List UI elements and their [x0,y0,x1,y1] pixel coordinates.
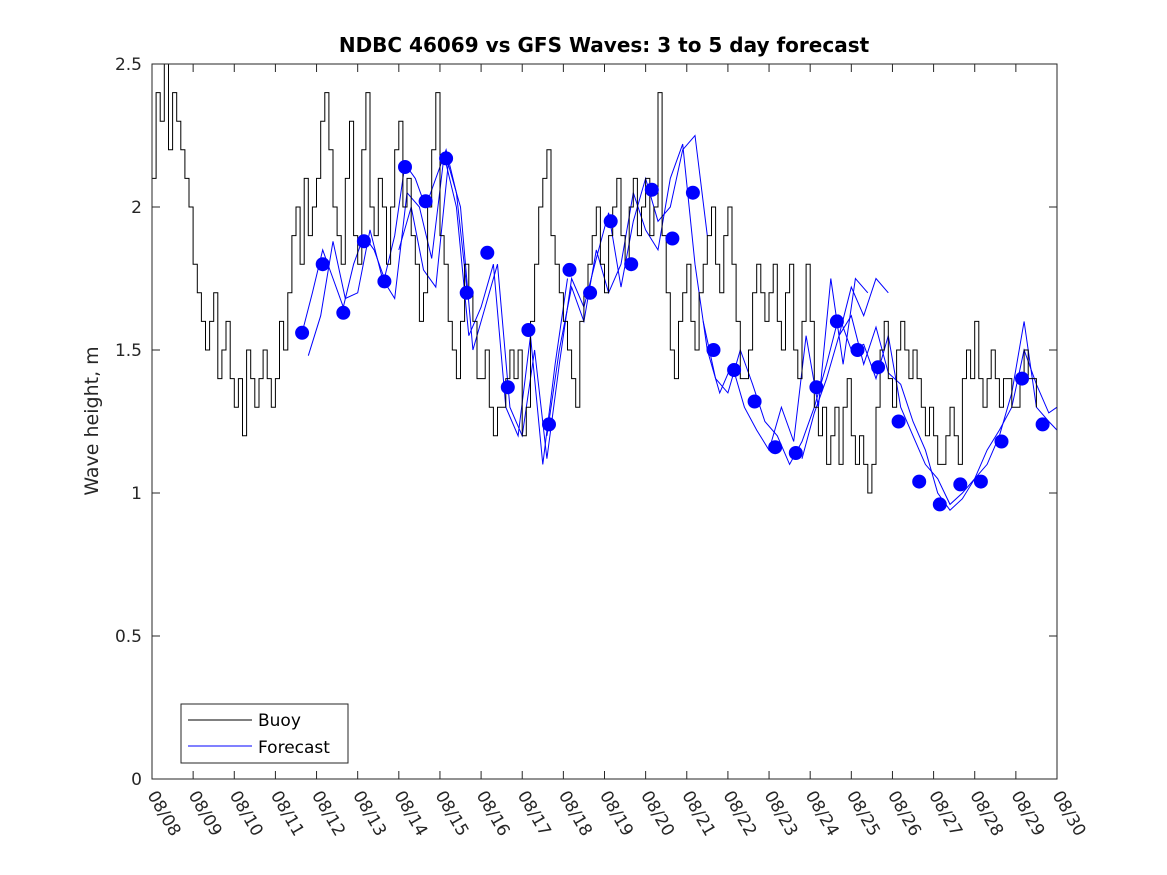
plot-area [152,64,1057,779]
forecast-point [603,214,618,229]
forecast-point [994,434,1009,449]
forecast-point [336,305,351,320]
plot-frame [151,63,1058,780]
forecast-point [1035,417,1050,432]
legend-buoy-label: Buoy [258,711,301,731]
y-tick-label: 0 [131,770,142,790]
legend: Buoy Forecast [180,703,349,764]
y-axis-label: Wave height, m [81,346,103,495]
forecast-point [768,440,783,455]
forecast-line [838,277,889,336]
forecast-point [583,285,598,300]
forecast-point [562,262,577,277]
forecast-point [480,245,495,260]
forecast-point [809,380,824,395]
legend-forecast-label: Forecast [258,738,330,758]
forecast-point [932,497,947,512]
forecast-point [706,343,721,357]
forecast-point [1015,371,1029,386]
y-tick-label: 2.5 [115,55,142,75]
forecast-point [871,360,886,375]
forecast-point [500,380,515,395]
forecast-point [685,185,700,200]
forecast-point [953,477,968,492]
forecast-point [788,446,803,460]
buoy-line [152,63,1037,494]
forecast-point [521,323,536,337]
forecast-point [973,474,988,489]
forecast-point [747,394,762,409]
forecast-point [377,274,392,289]
forecast-points [295,151,1050,512]
forecast-point [665,231,680,246]
y-tick-label: 2 [131,198,142,218]
forecast-point [356,234,371,249]
forecast-point [829,314,844,329]
forecast-point [644,182,659,197]
forecast-point [398,160,412,174]
y-tick-label: 0.5 [115,627,142,647]
y-tick-label: 1.5 [115,341,142,361]
y-axis-ticks: 0 0.5 1 1.5 2 2.5 [115,55,1057,790]
forecast-point [727,363,742,377]
forecast-point [850,343,865,357]
forecast-point [418,194,433,209]
forecast-point [542,417,556,432]
forecast-point [439,151,454,166]
forecast-line [702,313,1058,506]
forecast-point [891,414,906,429]
forecast-line [398,134,708,459]
chart-title: NDBC 46069 vs GFS Waves: 3 to 5 day fore… [339,33,870,57]
forecast-point [912,474,927,489]
forecast-point [295,325,310,340]
legend-box [180,703,349,764]
forecast-point [315,257,330,272]
forecast-line [307,155,568,465]
forecast-point [459,285,474,300]
y-tick-label: 1 [131,484,142,504]
forecast-point [624,257,639,272]
